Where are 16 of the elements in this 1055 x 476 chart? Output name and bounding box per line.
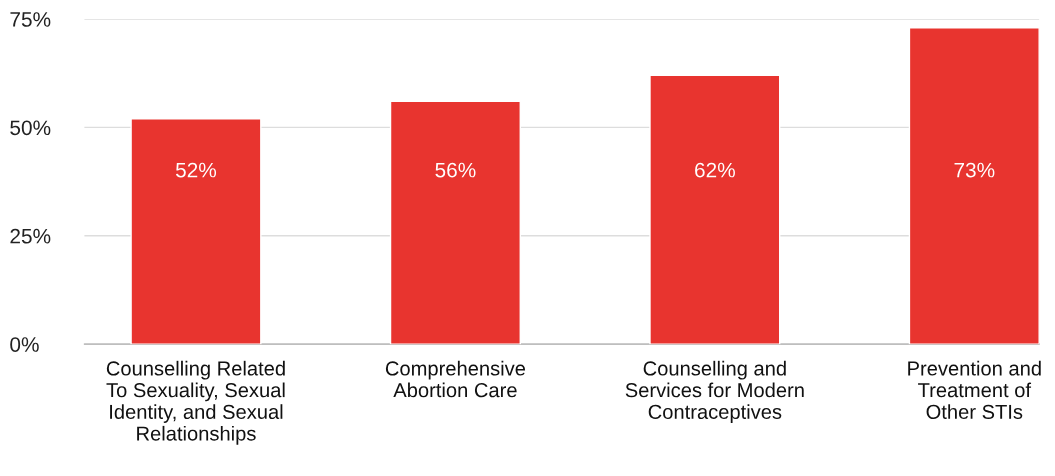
data-label: 73% — [954, 162, 995, 178]
data-label: 62% — [695, 162, 735, 178]
x-tick-label: Counselling and Services for Modern Contraceptives — [625, 360, 804, 423]
y-tick-label: 0% — [10, 337, 39, 352]
bar — [389, 100, 521, 345]
data-label: 52% — [175, 162, 217, 178]
x-tick-label: Prevention and Treatment of Other STIs — [908, 360, 1041, 419]
bar — [130, 118, 262, 345]
y-tick-label: 25% — [10, 228, 51, 244]
data-label: 56% — [435, 162, 476, 178]
y-tick-label: 50% — [10, 120, 51, 136]
y-tick-label: 75% — [10, 12, 51, 27]
bar — [908, 27, 1040, 345]
bar — [649, 74, 781, 345]
x-tick-label: Comprehensive Abortion Care — [385, 360, 526, 398]
x-tick-label: Counselling Related To Sexuality, Sexual Identity, and Sexual Relationships — [106, 360, 285, 445]
